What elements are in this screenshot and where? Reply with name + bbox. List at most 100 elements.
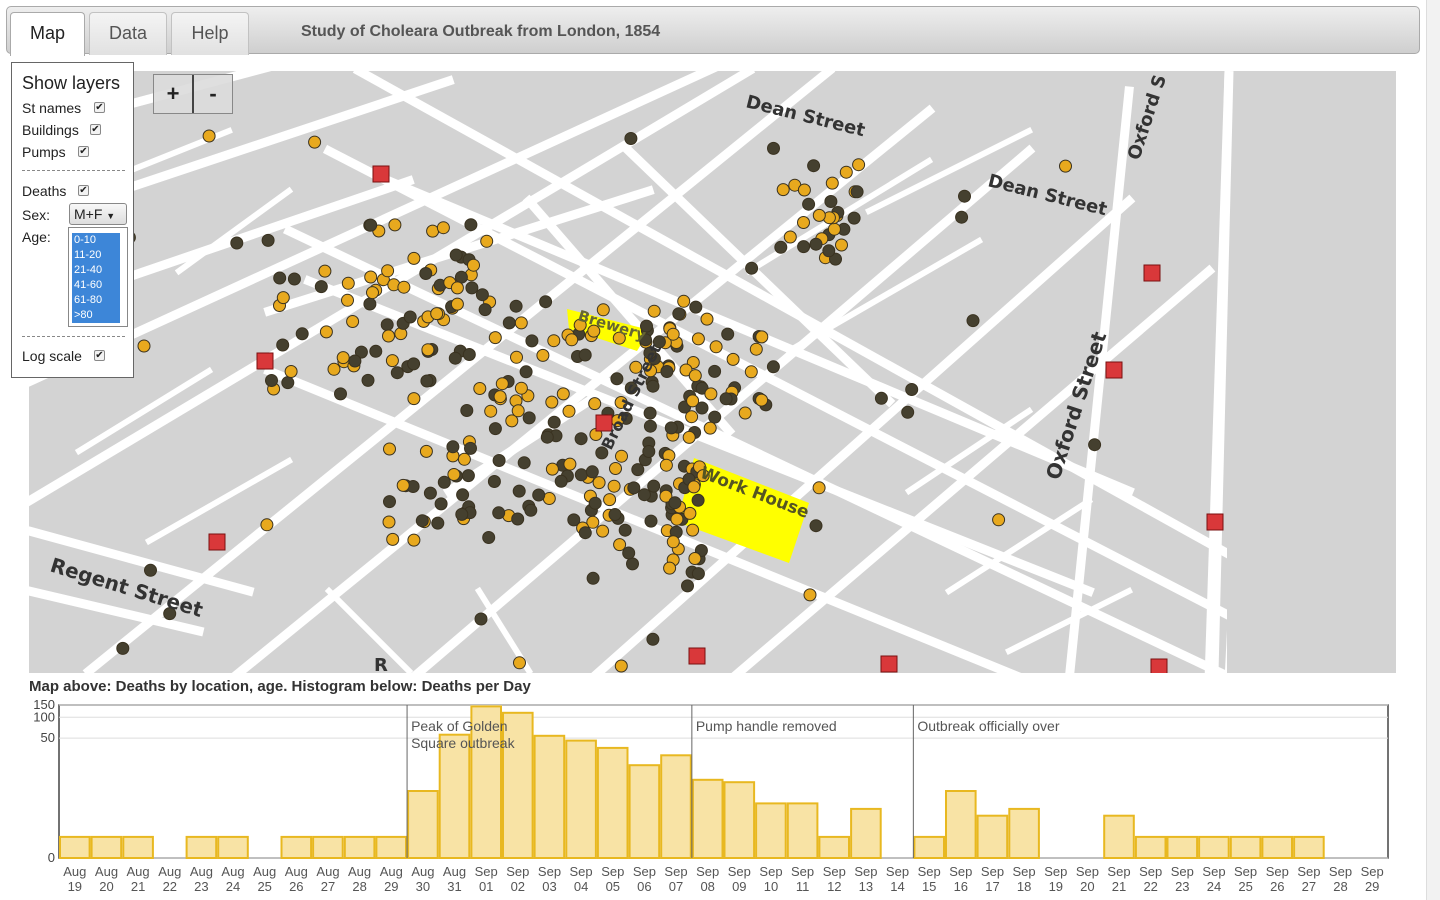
pump-icon: [372, 165, 390, 183]
death-marker: [644, 514, 658, 528]
map-canvas[interactable]: Dean Street Dean Street Oxford S Oxford Str…: [29, 71, 1396, 673]
tab-bar: Map Data Help Study of Choleara Outbreak…: [6, 6, 1420, 56]
death-marker: [284, 365, 298, 378]
death-marker: [797, 183, 811, 197]
death-marker: [682, 430, 696, 444]
death-marker: [703, 421, 717, 435]
x-tick-label: 26: [289, 879, 303, 894]
age-option[interactable]: 41-60: [72, 278, 120, 293]
death-marker: [454, 270, 468, 284]
y-tick-label: 100: [33, 709, 55, 724]
death-marker: [708, 410, 722, 424]
histogram-bar: [786, 802, 819, 859]
x-tick-label: 18: [1017, 879, 1031, 894]
zoom-in-button[interactable]: +: [154, 75, 194, 113]
age-option[interactable]: 61-80: [72, 293, 120, 308]
age-option[interactable]: 21-40: [72, 263, 120, 278]
death-marker: [480, 234, 494, 248]
death-marker: [230, 236, 244, 250]
death-marker: [797, 216, 810, 229]
street-label: R: [374, 655, 388, 673]
death-marker: [319, 325, 333, 339]
death-marker: [524, 503, 538, 517]
death-marker: [647, 479, 661, 493]
death-marker: [608, 508, 622, 521]
death-marker: [465, 281, 479, 295]
x-tick-label: 11: [796, 879, 810, 894]
death-marker: [536, 348, 550, 362]
death-marker: [614, 396, 628, 409]
death-marker: [488, 422, 502, 436]
x-tick-label: Sep: [886, 864, 909, 879]
street: [144, 456, 294, 546]
x-tick-label: Sep: [570, 864, 593, 879]
death-marker: [519, 365, 533, 379]
death-marker: [512, 484, 526, 498]
death-marker: [797, 240, 811, 254]
death-marker: [403, 310, 417, 324]
tab-help[interactable]: Help: [171, 12, 249, 55]
street: [591, 194, 1136, 673]
layer-pumps-checkbox[interactable]: ✔: [78, 146, 89, 157]
histogram-bar: [596, 746, 629, 859]
street: [944, 496, 1094, 596]
death-marker: [745, 261, 759, 275]
death-marker: [380, 318, 394, 332]
y-tick-label: 150: [33, 697, 55, 712]
log-scale-checkbox[interactable]: ✔: [94, 350, 105, 361]
death-marker: [687, 480, 701, 494]
histogram-bar: [59, 835, 91, 859]
histogram-bar: [217, 835, 249, 859]
histogram-bar: [1261, 835, 1294, 859]
death-marker: [511, 512, 525, 526]
death-marker: [364, 218, 378, 232]
layer-buildings-checkbox[interactable]: ✔: [90, 124, 101, 135]
x-tick-label: 20: [1080, 879, 1094, 894]
death-marker: [517, 456, 531, 470]
death-marker: [609, 462, 622, 475]
pump-icon: [1206, 513, 1224, 531]
map-edge: [1227, 71, 1396, 673]
layer-deaths-checkbox[interactable]: ✔: [78, 185, 89, 196]
layer-buildings-label: Buildings: [22, 122, 79, 138]
death-marker: [447, 468, 461, 481]
death-marker: [691, 332, 705, 346]
x-tick-label: Aug: [253, 864, 276, 879]
death-marker: [1088, 438, 1102, 452]
scrollbar[interactable]: [1426, 0, 1440, 900]
tab-map[interactable]: Map: [10, 12, 85, 56]
age-option[interactable]: >80: [72, 308, 120, 323]
zoom-out-button[interactable]: -: [209, 81, 217, 106]
death-marker: [659, 458, 673, 472]
street: [1065, 86, 1134, 673]
death-marker: [809, 519, 823, 533]
x-tick-label: Sep: [1107, 864, 1130, 879]
tab-data[interactable]: Data: [89, 12, 167, 55]
age-option[interactable]: 0-10: [72, 233, 120, 248]
x-tick-label: Sep: [506, 864, 529, 879]
age-listbox[interactable]: 0-10 11-20 21-40 41-60 61-80 >80: [68, 227, 128, 327]
death-marker: [719, 392, 733, 406]
layer-st-names-checkbox[interactable]: ✔: [94, 102, 105, 113]
death-marker: [696, 469, 710, 483]
death-marker: [276, 338, 290, 352]
death-marker: [663, 561, 677, 575]
x-tick-label: 28: [1333, 879, 1347, 894]
death-marker: [596, 303, 610, 317]
street: [731, 264, 1216, 673]
death-marker: [473, 382, 487, 395]
death-marker: [637, 488, 651, 502]
death-marker: [397, 280, 411, 294]
pump-icon: [208, 533, 226, 551]
x-tick-label: 10: [764, 879, 778, 894]
sex-select[interactable]: M+F ▼: [69, 203, 127, 225]
x-tick-label: 01: [479, 879, 493, 894]
death-marker: [202, 129, 216, 143]
death-marker: [686, 523, 700, 537]
x-tick-label: Sep: [1297, 864, 1320, 879]
death-marker: [847, 211, 861, 225]
histogram-bar: [343, 835, 376, 859]
street: [74, 366, 214, 456]
age-option[interactable]: 11-20: [72, 248, 120, 263]
